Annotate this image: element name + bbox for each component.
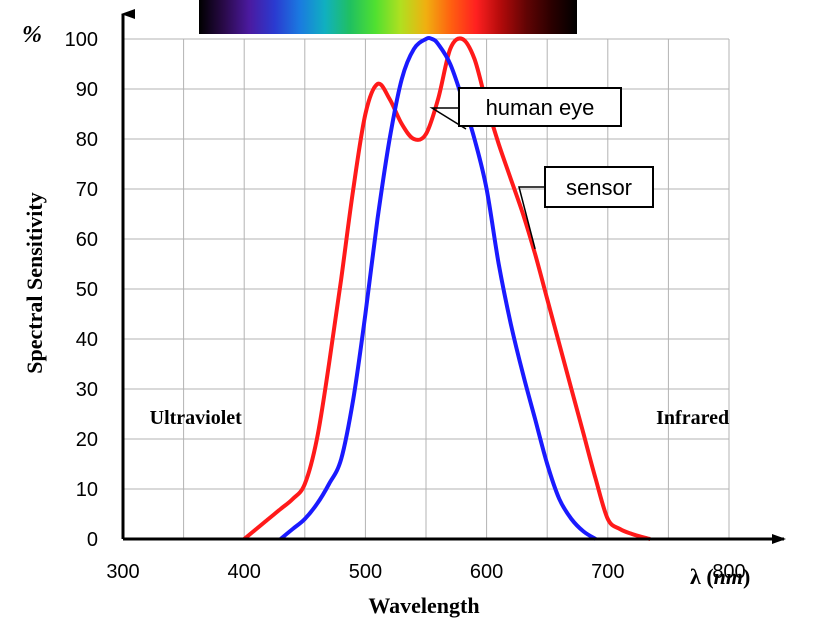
y-tick-label: 10 — [76, 479, 98, 501]
region-labels: Ultraviolet Infrared — [150, 407, 729, 429]
callout-label: human eye — [486, 95, 595, 120]
x-tick-label: 300 — [106, 561, 139, 583]
x-unit-symbol: λ — [690, 564, 701, 589]
y-axis-label: Spectral Sensitivity — [22, 192, 47, 374]
x-axis-label: Wavelength — [368, 593, 479, 618]
x-unit-label: λ (nm) — [690, 564, 750, 589]
x-tick-label: 600 — [470, 561, 503, 583]
callout-leader — [518, 186, 545, 250]
y-tick-label: 50 — [76, 279, 98, 301]
callout-box — [544, 166, 654, 208]
y-tick-label: 0 — [87, 529, 98, 551]
y-tick-label: 90 — [76, 79, 98, 101]
y-tick-label: 20 — [76, 429, 98, 451]
y-tick-label: 30 — [76, 379, 98, 401]
x-tick-label: 700 — [591, 561, 624, 583]
callouts: human eye sensor — [429, 87, 654, 250]
x-unit: nm — [714, 564, 743, 589]
callout-leader — [429, 107, 467, 130]
y-tick-label: 60 — [76, 229, 98, 251]
series-line-1 — [279, 36, 597, 541]
y-tick-label: 100 — [65, 29, 98, 51]
y-tick-label: 40 — [76, 329, 98, 351]
grid — [123, 38, 730, 539]
x-tick-labels: 300 400 500 600 700 800 — [106, 561, 745, 583]
x-unit-close-paren: ) — [743, 564, 750, 589]
y-tick-label: 70 — [76, 179, 98, 201]
callout-label: sensor — [566, 175, 632, 200]
spectrum-bar — [199, 0, 577, 34]
x-tick-label: 800 — [712, 561, 745, 583]
x-unit-open-paren: ( — [706, 564, 713, 589]
callout-box — [458, 87, 622, 127]
series-layer — [242, 36, 651, 541]
x-tick-label: 400 — [228, 561, 261, 583]
y-tick-label: 80 — [76, 129, 98, 151]
region-label: Ultraviolet — [150, 407, 243, 429]
y-unit-label: % — [22, 22, 42, 48]
y-tick-labels: 0 10 20 30 40 50 60 70 80 90 100 — [65, 29, 98, 551]
region-label: Infrared — [656, 407, 729, 429]
x-tick-label: 500 — [349, 561, 382, 583]
